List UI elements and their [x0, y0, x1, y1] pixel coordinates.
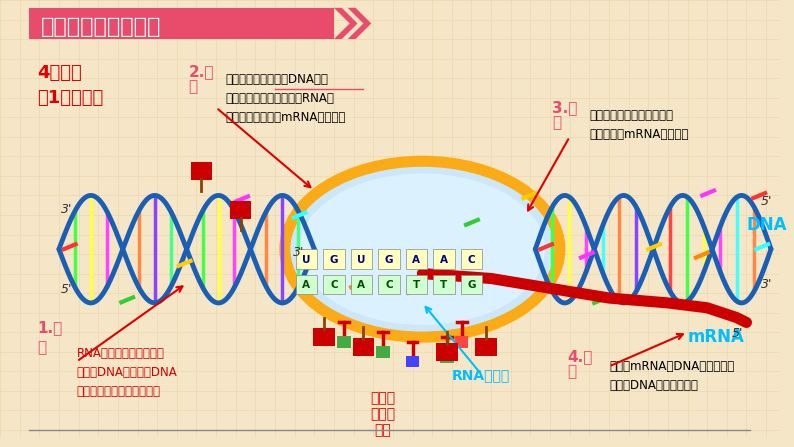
Text: U: U: [303, 255, 310, 265]
Text: T: T: [441, 280, 448, 291]
Text: 5': 5': [61, 283, 72, 296]
Text: 放: 放: [568, 364, 576, 379]
FancyBboxPatch shape: [436, 343, 457, 361]
FancyBboxPatch shape: [455, 336, 468, 348]
FancyBboxPatch shape: [376, 346, 390, 358]
Text: 游离的
核糖核
苷酸: 游离的 核糖核 苷酸: [371, 391, 395, 437]
Text: G: G: [330, 255, 338, 265]
Text: 对: 对: [189, 79, 198, 94]
Text: A: A: [412, 255, 421, 265]
Text: G: G: [384, 255, 393, 265]
Text: 3.连: 3.连: [552, 101, 577, 115]
FancyBboxPatch shape: [323, 249, 345, 269]
Text: 5': 5': [732, 327, 743, 340]
FancyBboxPatch shape: [378, 249, 399, 269]
Text: A: A: [440, 255, 448, 265]
FancyBboxPatch shape: [434, 274, 455, 294]
Ellipse shape: [285, 161, 560, 337]
FancyBboxPatch shape: [229, 201, 252, 219]
Text: RNA聚合酶: RNA聚合酶: [452, 368, 510, 382]
FancyBboxPatch shape: [191, 162, 212, 180]
Text: T: T: [413, 280, 420, 291]
Ellipse shape: [299, 173, 545, 325]
Text: C: C: [330, 280, 337, 291]
Text: C: C: [385, 280, 393, 291]
Polygon shape: [348, 8, 372, 39]
FancyBboxPatch shape: [29, 8, 334, 39]
Text: 5': 5': [761, 195, 773, 208]
Text: 4.释: 4.释: [568, 350, 593, 365]
Text: RNA聚合酶与编码蛋白质
的一段DNA结合，使DNA
双链解开，碱基暴露出来。: RNA聚合酶与编码蛋白质 的一段DNA结合，使DNA 双链解开，碱基暴露出来。: [76, 347, 177, 398]
FancyBboxPatch shape: [434, 249, 455, 269]
FancyBboxPatch shape: [406, 249, 427, 269]
FancyBboxPatch shape: [351, 249, 372, 269]
Text: 新结合的核糖核苷酸连接到
正在合成的mRNA分子上。: 新结合的核糖核苷酸连接到 正在合成的mRNA分子上。: [589, 110, 688, 141]
Text: 1.解
旋: 1.解 旋: [37, 320, 63, 355]
Text: 4、转录: 4、转录: [37, 64, 82, 82]
FancyBboxPatch shape: [440, 351, 453, 363]
Text: mRNA: mRNA: [688, 328, 745, 346]
Text: A: A: [303, 280, 310, 291]
FancyBboxPatch shape: [476, 338, 497, 356]
FancyBboxPatch shape: [461, 274, 482, 294]
FancyBboxPatch shape: [351, 274, 372, 294]
FancyBboxPatch shape: [461, 249, 482, 269]
Text: 一、遗传信息的转录: 一、遗传信息的转录: [41, 17, 162, 38]
Text: 3': 3': [293, 246, 304, 259]
Text: 游离的核糖核苷酸与DNA模板
链上的碱基互补配对，在RNA聚
合酶的作用下开始mRNA的合成。: 游离的核糖核苷酸与DNA模板 链上的碱基互补配对，在RNA聚 合酶的作用下开始m…: [226, 73, 346, 124]
Text: 3': 3': [761, 278, 773, 291]
Text: 3': 3': [61, 203, 72, 216]
FancyBboxPatch shape: [406, 274, 427, 294]
Polygon shape: [334, 8, 357, 39]
FancyBboxPatch shape: [295, 249, 318, 269]
Text: 2.配: 2.配: [189, 64, 214, 79]
FancyBboxPatch shape: [406, 356, 419, 367]
FancyBboxPatch shape: [295, 274, 318, 294]
FancyBboxPatch shape: [314, 329, 335, 346]
Text: DNA: DNA: [746, 215, 787, 234]
Text: 合成的mRNA从DNA链上释放。
而后，DNA双螺旋恢复。: 合成的mRNA从DNA链上释放。 而后，DNA双螺旋恢复。: [609, 359, 734, 392]
Text: G: G: [467, 280, 476, 291]
FancyBboxPatch shape: [323, 274, 345, 294]
Text: A: A: [357, 280, 365, 291]
Text: C: C: [468, 255, 476, 265]
Text: U: U: [357, 255, 366, 265]
Text: （1）过程：: （1）过程：: [37, 89, 103, 107]
FancyBboxPatch shape: [337, 336, 351, 348]
Text: 接: 接: [552, 115, 561, 130]
FancyBboxPatch shape: [378, 274, 399, 294]
FancyBboxPatch shape: [353, 338, 374, 356]
